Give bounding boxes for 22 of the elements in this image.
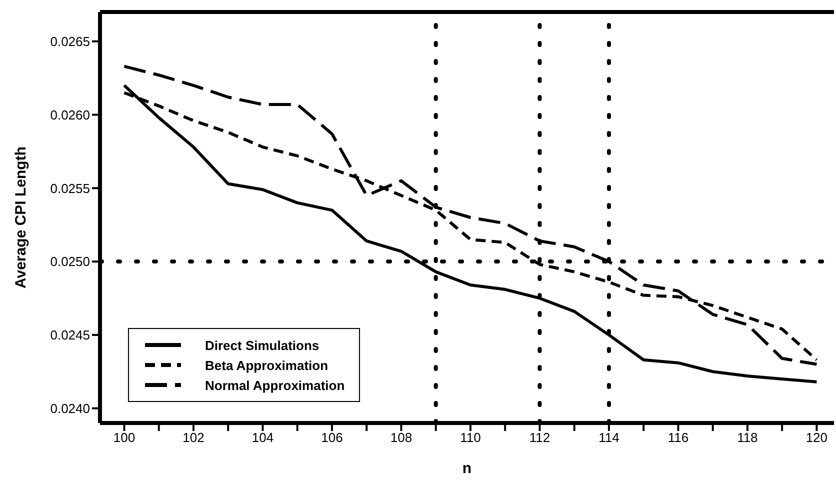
- y-axis-title: Average CPI Length: [12, 146, 30, 288]
- x-tick-label: 106: [321, 430, 343, 446]
- x-tick-label: 104: [252, 430, 274, 446]
- y-tick-label: 0.0255: [50, 180, 90, 196]
- x-tick-label: 116: [668, 430, 689, 446]
- y-tick-label: 0.0240: [50, 400, 90, 416]
- x-tick-label: 112: [529, 430, 550, 446]
- x-tick-label: 114: [598, 430, 620, 446]
- legend-label: Direct Simulations: [205, 338, 320, 352]
- y-tick-label: 0.0265: [50, 34, 90, 49]
- y-tick-label: 0.0260: [50, 107, 90, 122]
- legend-label: Normal Approximation: [205, 378, 345, 392]
- y-tick-label: 0.0250: [50, 254, 90, 270]
- x-tick-label: 110: [460, 430, 481, 446]
- y-tick-label: 0.0245: [50, 328, 90, 343]
- x-axis-title: n: [462, 460, 472, 477]
- x-tick-label: 108: [390, 430, 412, 446]
- x-tick-label: 120: [806, 430, 828, 446]
- legend-label: Beta Approximation: [205, 358, 328, 372]
- x-tick-label: 100: [113, 430, 136, 446]
- x-tick-label: 118: [737, 430, 758, 446]
- x-tick-label: 102: [182, 430, 204, 446]
